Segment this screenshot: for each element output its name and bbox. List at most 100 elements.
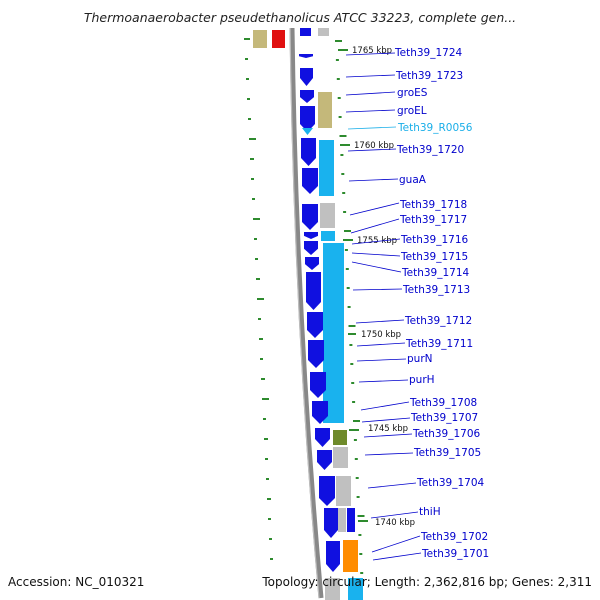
gene-label[interactable]: groEL xyxy=(397,105,427,117)
gc-dash xyxy=(354,458,358,460)
gene-arrow[interactable] xyxy=(302,168,318,194)
gc-dash xyxy=(350,363,354,365)
kbp-label: 1750 kbp xyxy=(361,330,401,340)
gc-dash xyxy=(253,218,260,220)
leader-line xyxy=(349,202,400,216)
gene-label-item[interactable]: Teth39_1713 xyxy=(352,284,470,296)
gc-dash xyxy=(244,38,250,40)
gene-label-item[interactable]: groEL xyxy=(345,105,427,117)
gene-label-item[interactable]: purN xyxy=(356,353,433,365)
gene-label-item[interactable]: Teth39_1701 xyxy=(372,548,489,561)
gene-arrow[interactable] xyxy=(317,450,332,470)
cog-block-red-left xyxy=(272,30,285,48)
cog-block-gray xyxy=(325,578,340,600)
leader-line xyxy=(372,552,422,561)
gene-label[interactable]: Teth39_1711 xyxy=(405,338,473,350)
gene-label[interactable]: purH xyxy=(409,374,435,386)
gene-label[interactable]: Teth39_1707 xyxy=(410,412,478,424)
gene-arrow[interactable] xyxy=(308,340,324,368)
gene-label-item[interactable]: Teth39_1718 xyxy=(349,199,467,216)
leader-line xyxy=(351,261,402,273)
gene-arrow[interactable] xyxy=(300,90,314,103)
gene-arrow[interactable] xyxy=(301,138,316,166)
gene-label-item[interactable]: Teth39_1704 xyxy=(367,477,485,489)
gene-label[interactable]: thiH xyxy=(419,506,441,518)
gene-label-item[interactable]: Teth39_R0056 xyxy=(347,122,473,134)
gene-label-item[interactable]: Teth39_1702 xyxy=(371,531,488,553)
gene-label[interactable]: Teth39_1701 xyxy=(421,548,489,560)
gene-label-item[interactable]: Teth39_1714 xyxy=(351,261,470,279)
gc-dash xyxy=(353,439,357,441)
leader-line xyxy=(348,178,399,182)
gene-label[interactable]: Teth39_1705 xyxy=(413,447,481,459)
gene-label-item[interactable]: Teth39_1724 xyxy=(345,47,463,59)
gene-label[interactable]: Teth39_1712 xyxy=(404,315,472,327)
cog-block-cyan xyxy=(321,231,335,241)
gene-label[interactable]: guaA xyxy=(399,174,427,186)
gc-dash xyxy=(265,458,268,460)
gene-label-item[interactable]: Teth39_1716 xyxy=(351,234,469,246)
gene-label-item[interactable]: thiH xyxy=(370,506,441,519)
gene-label-item[interactable]: Teth39_1717 xyxy=(350,214,467,234)
gene-label-item[interactable]: Teth39_1715 xyxy=(351,251,468,263)
gene-label[interactable]: Teth39_1720 xyxy=(396,144,464,156)
gene-arrow[interactable] xyxy=(307,312,323,338)
gene-labels: Teth39_1724 Teth39_1723 groES groEL Teth… xyxy=(345,47,489,561)
gc-dash xyxy=(255,258,258,260)
gene-arrow[interactable] xyxy=(299,54,313,58)
gene-arrow[interactable] xyxy=(302,204,318,230)
gene-arrow[interactable] xyxy=(300,106,315,132)
gene-label[interactable]: purN xyxy=(407,353,433,365)
leader-line xyxy=(356,342,406,347)
gene-arrow[interactable] xyxy=(315,428,330,447)
gene-label-item[interactable]: guaA xyxy=(348,174,427,186)
gc-dash xyxy=(252,198,255,200)
gene-label-item[interactable]: purH xyxy=(358,374,435,386)
gene-label-item[interactable]: Teth39_1711 xyxy=(356,338,473,350)
gene-label-item[interactable]: Teth39_1707 xyxy=(361,412,478,424)
gene-label[interactable]: Teth39_1715 xyxy=(400,251,468,263)
gene-label[interactable]: Teth39_1714 xyxy=(401,267,470,279)
gene-arrow[interactable] xyxy=(306,272,321,310)
gene-label-item[interactable]: Teth39_1720 xyxy=(347,144,464,156)
gene-arrow-top-partial[interactable] xyxy=(300,28,311,36)
leader-line xyxy=(370,511,419,519)
gc-dash xyxy=(335,59,339,61)
gene-arrow[interactable] xyxy=(310,372,326,398)
gene-label[interactable]: Teth39_1708 xyxy=(409,397,477,409)
gc-dash xyxy=(260,358,263,360)
gene-arrow[interactable] xyxy=(304,241,318,255)
cog-block-gray xyxy=(320,203,335,228)
gene-arrow[interactable] xyxy=(300,68,313,86)
gene-label[interactable]: Teth39_1713 xyxy=(402,284,470,296)
gene-arrow[interactable] xyxy=(304,232,318,239)
gene-arrow[interactable] xyxy=(312,401,328,424)
gene-label[interactable]: Teth39_1724 xyxy=(394,47,463,59)
gene-label[interactable]: Teth39_1717 xyxy=(399,214,467,226)
gene-label-item[interactable]: Teth39_1708 xyxy=(360,397,477,411)
gc-dash xyxy=(261,378,265,380)
gene-label[interactable]: Teth39_1718 xyxy=(399,199,467,211)
gene-label[interactable]: groES xyxy=(397,87,428,99)
gc-dash xyxy=(353,420,360,422)
cog-block-cyan xyxy=(348,578,363,600)
gene-label-item[interactable]: Teth39_1712 xyxy=(355,315,472,327)
gene-arrow[interactable] xyxy=(305,257,319,270)
gene-label[interactable]: Teth39_1706 xyxy=(412,428,481,440)
gene-arrow[interactable] xyxy=(324,508,338,538)
gene-label[interactable]: Teth39_1723 xyxy=(395,70,463,82)
gene-label-item[interactable]: Teth39_1706 xyxy=(363,428,481,440)
gene-label-item[interactable]: Teth39_1723 xyxy=(345,70,463,82)
gene-label[interactable]: Teth39_1704 xyxy=(416,477,485,489)
rna-arrow[interactable] xyxy=(302,128,313,135)
gene-label-item[interactable]: groES xyxy=(345,87,428,99)
gc-dash xyxy=(340,154,344,156)
gene-arrow[interactable] xyxy=(326,541,340,572)
gene-label-rna[interactable]: Teth39_R0056 xyxy=(397,122,473,134)
gene-label[interactable]: Teth39_1716 xyxy=(400,234,469,246)
gene-label-item[interactable]: Teth39_1705 xyxy=(364,447,481,459)
gc-dash-track xyxy=(244,38,365,574)
gene-arrow[interactable] xyxy=(319,476,335,506)
gene-label[interactable]: Teth39_1702 xyxy=(420,531,488,543)
cog-block-gray xyxy=(338,508,346,532)
